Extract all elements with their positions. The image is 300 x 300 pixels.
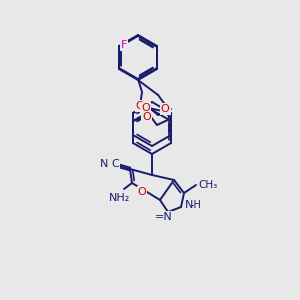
Text: O: O: [142, 103, 150, 113]
Text: C: C: [111, 159, 119, 169]
Text: N: N: [100, 159, 108, 169]
Text: O: O: [136, 101, 144, 111]
Text: N: N: [185, 200, 194, 210]
Text: CH₃: CH₃: [198, 180, 217, 190]
Text: O: O: [161, 104, 170, 114]
Text: O: O: [142, 112, 151, 122]
Text: F: F: [121, 39, 127, 49]
Text: -H: -H: [191, 200, 202, 210]
Text: O: O: [138, 187, 146, 197]
Text: NH₂: NH₂: [110, 193, 130, 203]
Text: =N: =N: [155, 212, 173, 222]
Text: F: F: [121, 40, 127, 50]
